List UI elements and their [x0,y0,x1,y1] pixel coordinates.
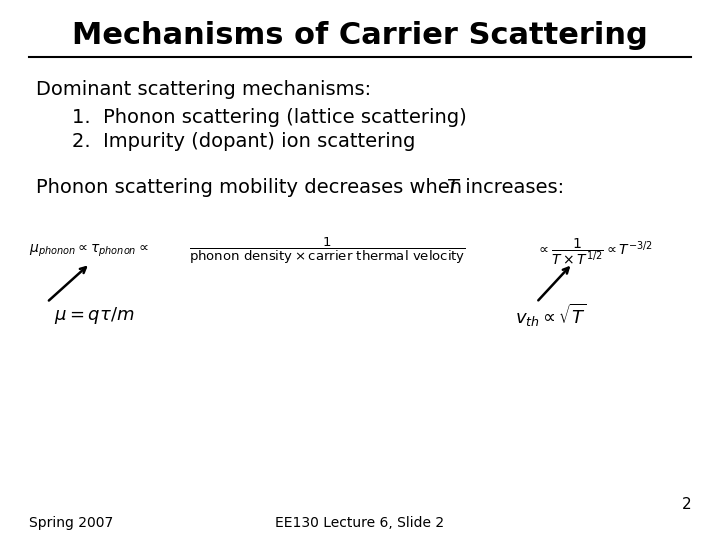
Text: 1.  Phonon scattering (lattice scattering): 1. Phonon scattering (lattice scattering… [72,107,467,127]
Text: EE130 Lecture 6, Slide 2: EE130 Lecture 6, Slide 2 [276,516,444,530]
Text: 2: 2 [682,497,691,512]
Text: Dominant scattering mechanisms:: Dominant scattering mechanisms: [36,79,371,99]
Text: Phonon scattering mobility decreases when: Phonon scattering mobility decreases whe… [36,178,468,198]
Text: $T$: $T$ [446,178,461,198]
Text: $\mu_{phonon} \propto \tau_{phonon} \propto$: $\mu_{phonon} \propto \tau_{phonon} \pro… [29,243,148,259]
Text: $\mu = q\tau / m$: $\mu = q\tau / m$ [54,306,135,326]
Text: Spring 2007: Spring 2007 [29,516,113,530]
Text: 2.  Impurity (dopant) ion scattering: 2. Impurity (dopant) ion scattering [72,132,415,151]
Text: $\dfrac{1}{\mathrm{phonon\ density} \times \mathrm{carrier\ thermal\ velocity}}$: $\dfrac{1}{\mathrm{phonon\ density} \tim… [189,236,466,266]
Text: $v_{th} \propto \sqrt{T}$: $v_{th} \propto \sqrt{T}$ [515,302,587,329]
Text: $\propto \dfrac{1}{T \times T^{1/2}} \propto T^{-3/2}$: $\propto \dfrac{1}{T \times T^{1/2}} \pr… [536,235,653,267]
Text: increases:: increases: [459,178,564,198]
Text: Mechanisms of Carrier Scattering: Mechanisms of Carrier Scattering [72,21,648,50]
